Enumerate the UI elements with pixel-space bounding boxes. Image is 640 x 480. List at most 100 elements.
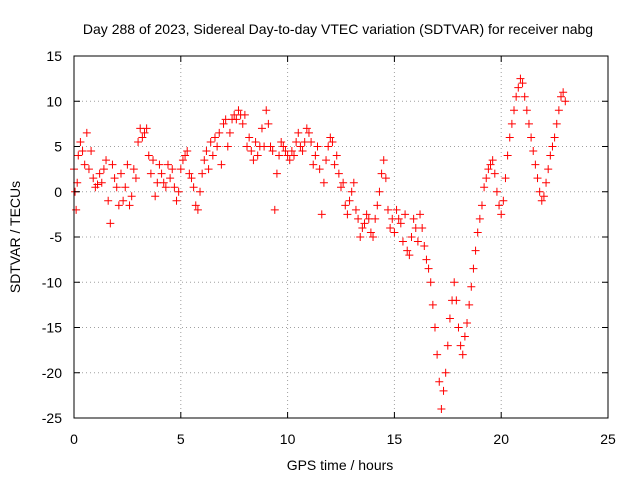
data-point xyxy=(458,350,467,359)
data-point xyxy=(439,386,448,395)
data-point xyxy=(243,142,252,151)
data-point xyxy=(324,142,333,151)
data-point xyxy=(223,142,232,151)
data-point xyxy=(375,187,384,196)
data-point xyxy=(349,178,358,187)
data-point xyxy=(413,237,422,246)
data-point xyxy=(146,169,155,178)
data-point xyxy=(512,92,521,101)
data-point xyxy=(116,169,125,178)
data-point xyxy=(554,106,563,115)
data-point xyxy=(245,133,254,142)
y-tick-label: 5 xyxy=(54,139,62,155)
data-point xyxy=(322,156,331,165)
data-point xyxy=(298,147,307,156)
data-point xyxy=(477,201,486,210)
data-point xyxy=(202,147,211,156)
x-axis-label: GPS time / hours xyxy=(287,457,394,473)
data-point xyxy=(409,214,418,223)
y-tick-label: -20 xyxy=(42,365,62,381)
x-tick-label: 20 xyxy=(493,431,509,447)
data-point xyxy=(309,160,318,169)
grid xyxy=(74,56,608,418)
data-point xyxy=(332,151,341,160)
y-tick-label: -5 xyxy=(50,229,63,245)
data-point xyxy=(343,210,352,219)
data-point xyxy=(84,165,93,174)
x-tick-label: 25 xyxy=(600,431,616,447)
data-point xyxy=(193,205,202,214)
data-point xyxy=(149,156,158,165)
data-point xyxy=(518,79,527,88)
data-point xyxy=(178,156,187,165)
data-point xyxy=(287,147,296,156)
data-point xyxy=(326,133,335,142)
data-point xyxy=(522,106,531,115)
data-point xyxy=(74,151,83,160)
data-point xyxy=(486,160,495,169)
data-point xyxy=(112,183,121,192)
data-point xyxy=(279,142,288,151)
data-point xyxy=(168,165,177,174)
data-point xyxy=(123,160,132,169)
data-point xyxy=(426,278,435,287)
data-point xyxy=(296,142,305,151)
data-point xyxy=(433,350,442,359)
x-axis-ticks: 0 5 10 15 20 25 xyxy=(70,56,616,447)
data-point xyxy=(354,214,363,223)
data-point xyxy=(531,160,540,169)
data-point xyxy=(129,165,138,174)
data-point xyxy=(108,160,117,169)
data-point xyxy=(465,300,474,309)
data-point xyxy=(311,151,320,160)
data-point xyxy=(351,205,360,214)
data-point xyxy=(345,196,354,205)
data-point xyxy=(396,219,405,228)
data-point xyxy=(138,133,147,142)
data-point xyxy=(507,119,516,128)
data-point xyxy=(82,128,91,137)
data-point xyxy=(292,137,301,146)
data-point xyxy=(505,133,514,142)
y-tick-label: 10 xyxy=(46,93,62,109)
data-point xyxy=(151,192,160,201)
data-point xyxy=(106,219,115,228)
data-point xyxy=(127,192,136,201)
data-point xyxy=(362,210,371,219)
y-axis-label: SDTVAR / TECUs xyxy=(7,181,23,293)
data-point xyxy=(208,151,217,160)
data-point xyxy=(110,174,119,183)
data-point xyxy=(443,341,452,350)
data-point xyxy=(240,110,249,119)
data-point xyxy=(253,151,262,160)
y-tick-label: 0 xyxy=(54,184,62,200)
data-point xyxy=(484,165,493,174)
data-point xyxy=(520,92,529,101)
data-point xyxy=(114,201,123,210)
data-point xyxy=(460,332,469,341)
data-point xyxy=(499,196,508,205)
data-point xyxy=(285,156,294,165)
data-point xyxy=(161,183,170,192)
data-point xyxy=(102,156,111,165)
data-point xyxy=(398,237,407,246)
data-point xyxy=(191,201,200,210)
data-point xyxy=(72,205,81,214)
x-tick-label: 0 xyxy=(70,431,78,447)
data-point xyxy=(319,178,328,187)
x-tick-label: 15 xyxy=(387,431,403,447)
data-point xyxy=(550,133,559,142)
data-point xyxy=(548,142,557,151)
data-point xyxy=(539,192,548,201)
y-tick-label: -10 xyxy=(42,274,62,290)
data-point xyxy=(497,210,506,219)
data-point xyxy=(134,137,143,146)
data-point xyxy=(424,264,433,273)
data-point xyxy=(189,183,198,192)
data-point xyxy=(238,119,247,128)
data-point xyxy=(407,233,416,241)
data-point xyxy=(185,169,194,178)
y-axis-ticks: -25 -20 -15 -10 -5 0 5 10 15 xyxy=(42,48,608,426)
data-point xyxy=(557,92,566,101)
